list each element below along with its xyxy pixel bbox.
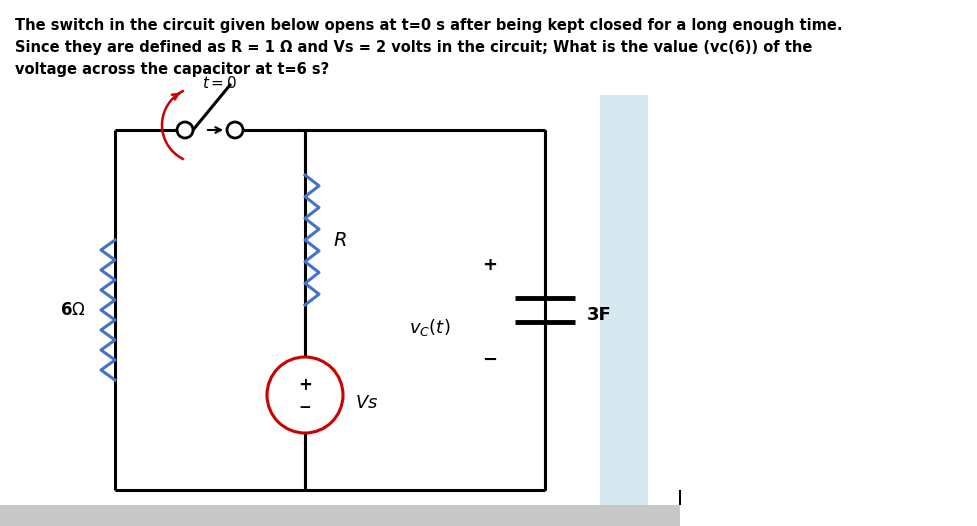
Text: −: −	[483, 351, 497, 369]
Text: The switch in the circuit given below opens at t=0 s after being kept closed for: The switch in the circuit given below op…	[15, 18, 842, 33]
Text: $Vs$: $Vs$	[355, 394, 378, 412]
Circle shape	[267, 357, 343, 433]
Text: Since they are defined as R = 1 Ω and Vs = 2 volts in the circuit; What is the v: Since they are defined as R = 1 Ω and Vs…	[15, 40, 812, 55]
Text: +: +	[483, 256, 497, 274]
Bar	[0, 505, 680, 526]
Text: 6$\Omega$: 6$\Omega$	[61, 301, 86, 319]
Text: voltage across the capacitor at t=6 s?: voltage across the capacitor at t=6 s?	[15, 62, 329, 77]
Text: $t = 0$: $t = 0$	[202, 75, 237, 91]
Text: −: −	[299, 400, 312, 414]
Text: $R$: $R$	[333, 230, 347, 249]
Circle shape	[227, 122, 243, 138]
Bar	[600, 95, 648, 515]
Text: 3F: 3F	[587, 306, 612, 324]
Text: $v_C(t)$: $v_C(t)$	[409, 318, 450, 339]
Text: +: +	[298, 376, 312, 394]
Circle shape	[177, 122, 193, 138]
